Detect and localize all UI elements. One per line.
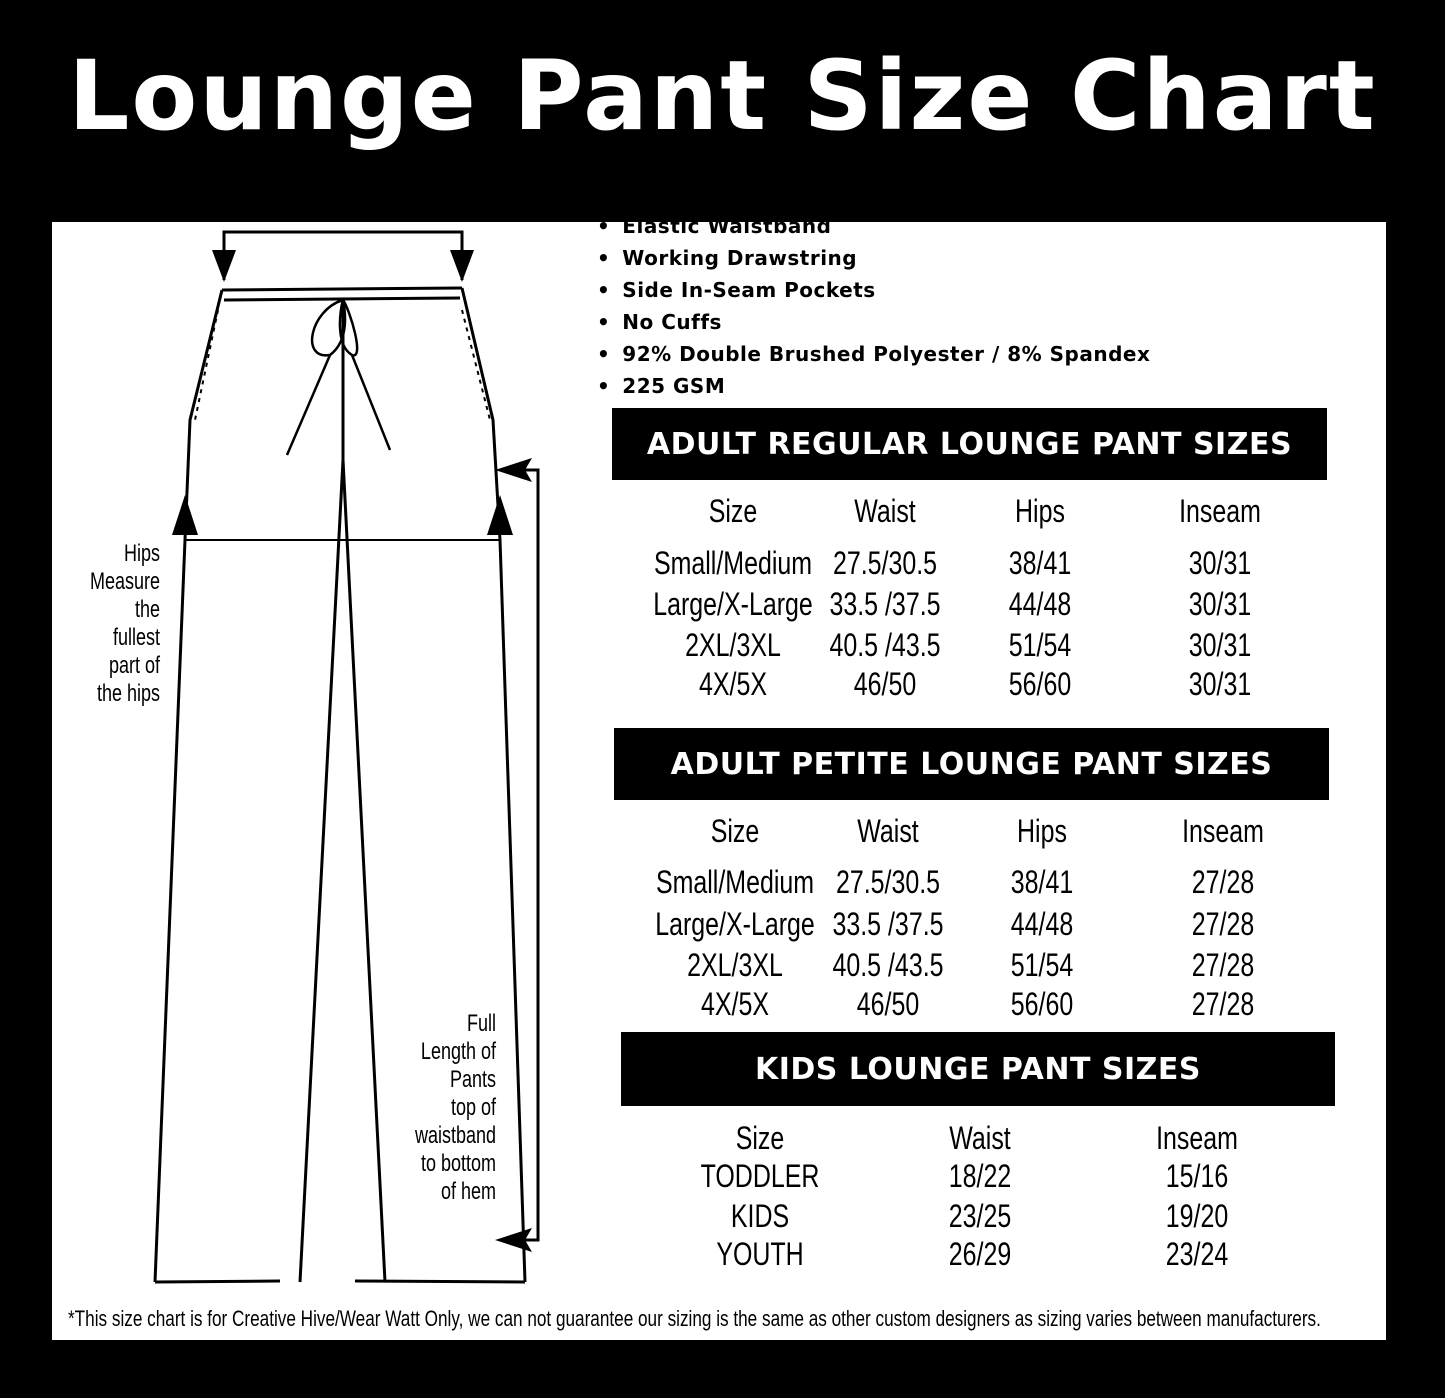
table-cell: 30/31 — [1188, 627, 1252, 663]
table-cell: 46/50 — [853, 666, 917, 702]
length-label-line: waistband — [414, 1122, 496, 1149]
table-cell: 23/25 — [948, 1198, 1012, 1234]
table-title-bar: ADULT REGULAR LOUNGE PANT SIZES — [612, 408, 1327, 480]
hips-label-line: part of — [108, 652, 160, 679]
table-cell: 38/41 — [1008, 545, 1072, 581]
table-cell: KIDS — [730, 1198, 790, 1234]
arrow-up-icon — [172, 495, 198, 535]
hips-label-line: Hips — [123, 540, 160, 567]
column-header: Waist — [854, 493, 916, 529]
table-cell: 40.5 /43.5 — [832, 947, 944, 983]
table-cell: 56/60 — [1010, 986, 1074, 1022]
table-cell: 18/22 — [948, 1158, 1012, 1194]
waist-bracket — [222, 230, 464, 280]
feature-item: No Cuffs — [597, 306, 1150, 338]
pocket-left — [194, 309, 219, 421]
column-header: Size — [710, 813, 760, 849]
feature-item: Elastic Waistband — [597, 210, 1150, 242]
table-cell: 33.5 /37.5 — [832, 906, 944, 942]
inner-leg-right — [341, 459, 387, 1283]
hips-label: Hips Measure the fullest part of the hips — [85, 540, 160, 708]
feature-list: Elastic WaistbandWorking DrawstringSide … — [597, 210, 1150, 402]
length-label-line: top of — [450, 1094, 496, 1121]
feature-item: 225 GSM — [597, 370, 1150, 402]
table-cell: Large/X-Large — [653, 586, 813, 622]
table-cell: 27/28 — [1191, 864, 1255, 900]
table-cell: Small/Medium — [655, 864, 815, 900]
length-label-line: Full — [466, 1010, 496, 1037]
column-header: Inseam — [1156, 1120, 1238, 1156]
table-cell: 46/50 — [856, 986, 920, 1022]
length-label-line: of hem — [440, 1178, 496, 1205]
hem-left — [154, 1279, 281, 1284]
feature-item: 92% Double Brushed Polyester / 8% Spande… — [597, 338, 1150, 370]
arrow-down-icon — [450, 250, 474, 282]
arrow-down-icon — [212, 250, 236, 282]
table-cell: 56/60 — [1008, 666, 1072, 702]
column-header: Size — [735, 1120, 785, 1156]
table-cell: 2XL/3XL — [687, 947, 783, 983]
waist-measurement-label: Waist Measurement — [267, 200, 433, 227]
column-header: Inseam — [1179, 493, 1261, 529]
table-cell: 15/16 — [1165, 1158, 1229, 1194]
column-header: Hips — [1015, 493, 1065, 529]
table-cell: 40.5 /43.5 — [829, 627, 941, 663]
table-cell: 4X/5X — [700, 986, 769, 1022]
arrow-left-icon — [495, 1228, 532, 1252]
arrow-left-icon — [495, 458, 532, 482]
waistband — [221, 286, 463, 302]
drawstring — [285, 298, 392, 456]
page-title: Lounge Pant Size Chart — [68, 40, 1377, 152]
footnote: *This size chart is for Creative Hive/We… — [68, 1306, 1321, 1331]
hips-label-line: the hips — [96, 680, 160, 707]
column-header: Waist — [857, 813, 919, 849]
pants-outline-right — [460, 287, 527, 1283]
table-cell: 38/41 — [1010, 864, 1074, 900]
table-cell: 30/31 — [1188, 545, 1252, 581]
table-cell: 51/54 — [1008, 627, 1072, 663]
column-header: Waist — [949, 1120, 1011, 1156]
hips-label-line: Measure — [89, 568, 160, 595]
table-cell: YOUTH — [716, 1236, 804, 1272]
table-cell: 44/48 — [1010, 906, 1074, 942]
table-cell: 27.5/30.5 — [832, 545, 938, 581]
hips-label-line: the fullest — [112, 596, 160, 651]
table-title-bar: ADULT PETITE LOUNGE PANT SIZES — [614, 728, 1329, 800]
table-cell: 51/54 — [1010, 947, 1074, 983]
table-cell: 27.5/30.5 — [835, 864, 941, 900]
table-cell: 19/20 — [1165, 1198, 1229, 1234]
column-header: Inseam — [1182, 813, 1264, 849]
table-cell: Small/Medium — [653, 545, 813, 581]
table-cell: Large/X-Large — [655, 906, 815, 942]
column-header: Hips — [1017, 813, 1067, 849]
feature-item: Side In-Seam Pockets — [597, 274, 1150, 306]
length-label-line: Pants — [449, 1066, 496, 1093]
full-length-label: Full Length of Pants top of waistband to bott… — [409, 1010, 496, 1206]
table-cell: 44/48 — [1008, 586, 1072, 622]
length-label-line: to bottom — [420, 1150, 496, 1177]
table-cell: 27/28 — [1191, 986, 1255, 1022]
table-cell: 30/31 — [1188, 666, 1252, 702]
table-cell: 2XL/3XL — [685, 627, 781, 663]
column-header: Size — [708, 493, 758, 529]
length-label-line: Length of — [420, 1038, 496, 1065]
pants-outline-left — [153, 289, 224, 1283]
table-cell: 4X/5X — [698, 666, 767, 702]
table-cell: TODDLER — [700, 1158, 820, 1194]
table-cell: 33.5 /37.5 — [829, 586, 941, 622]
hem-right — [354, 1279, 526, 1284]
pocket-right — [461, 309, 491, 421]
table-cell: 27/28 — [1191, 947, 1255, 983]
inner-leg-left — [298, 300, 345, 1283]
table-cell: 27/28 — [1191, 906, 1255, 942]
table-cell: 26/29 — [948, 1236, 1012, 1272]
arrow-up-icon — [487, 495, 513, 535]
table-cell: 23/24 — [1165, 1236, 1229, 1272]
feature-item: Working Drawstring — [597, 242, 1150, 274]
table-cell: 30/31 — [1188, 586, 1252, 622]
table-title-bar: KIDS LOUNGE PANT SIZES — [621, 1032, 1335, 1106]
